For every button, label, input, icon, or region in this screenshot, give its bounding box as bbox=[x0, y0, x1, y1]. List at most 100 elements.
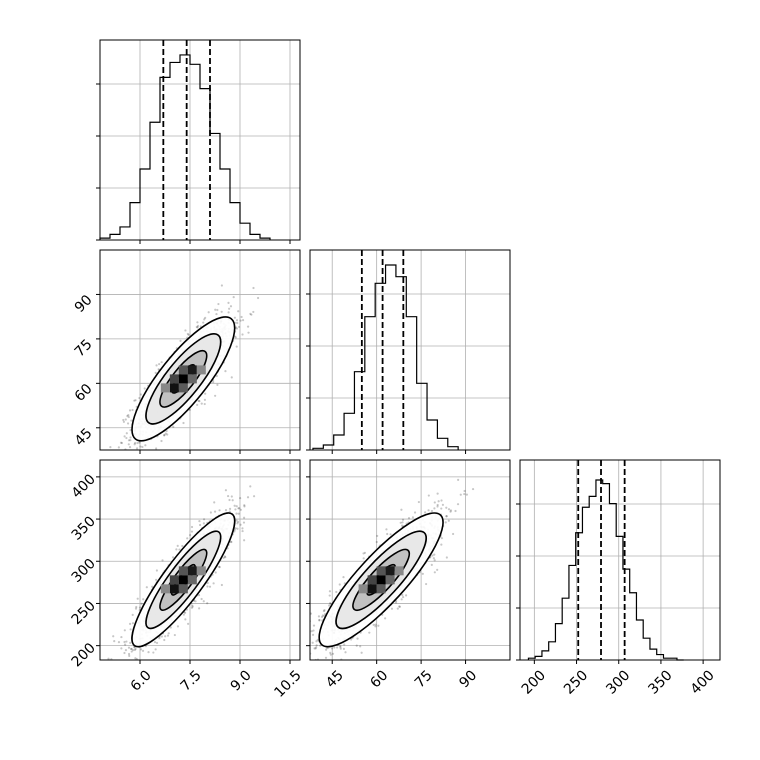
sample-point bbox=[239, 319, 242, 322]
sample-point bbox=[151, 585, 154, 588]
sample-point bbox=[235, 505, 238, 508]
sample-point bbox=[173, 633, 176, 637]
sample-point bbox=[133, 443, 136, 446]
sample-point bbox=[359, 645, 362, 648]
sample-point bbox=[355, 644, 358, 647]
density-cell bbox=[196, 365, 206, 375]
sample-point bbox=[323, 660, 325, 662]
sample-point bbox=[164, 432, 167, 435]
sample-point bbox=[430, 563, 433, 566]
sample-point bbox=[123, 640, 126, 644]
sample-point bbox=[196, 403, 199, 406]
sample-point bbox=[187, 333, 190, 336]
density-cell bbox=[178, 566, 188, 576]
density-cell bbox=[187, 575, 197, 585]
sample-point bbox=[445, 514, 448, 518]
sample-point bbox=[107, 657, 110, 660]
sample-point bbox=[237, 512, 240, 515]
sample-point bbox=[328, 594, 331, 597]
sample-point bbox=[449, 509, 453, 512]
sample-point bbox=[239, 496, 242, 500]
sample-point bbox=[153, 641, 157, 644]
sample-point bbox=[129, 436, 132, 439]
sample-point bbox=[399, 521, 402, 524]
panel-frame bbox=[99, 459, 301, 661]
x-tick-label: 75 bbox=[412, 667, 436, 691]
sample-point bbox=[252, 495, 256, 498]
x-tick-label: 250 bbox=[561, 667, 591, 697]
sample-point bbox=[203, 398, 207, 401]
sample-point bbox=[184, 618, 187, 621]
density-cell bbox=[187, 566, 197, 576]
sample-point bbox=[252, 310, 255, 314]
sample-point bbox=[125, 640, 128, 643]
sample-point bbox=[315, 646, 318, 649]
sample-point bbox=[417, 500, 420, 504]
sample-point bbox=[206, 585, 209, 588]
density-cell bbox=[376, 566, 386, 576]
sample-point bbox=[155, 569, 158, 572]
sample-point bbox=[127, 646, 131, 649]
sample-point bbox=[122, 420, 126, 423]
sample-point bbox=[190, 606, 193, 609]
sample-point bbox=[311, 633, 315, 636]
sample-point bbox=[228, 307, 231, 310]
sample-point bbox=[212, 582, 215, 585]
sample-point bbox=[318, 618, 321, 622]
panel-frame bbox=[309, 249, 511, 451]
sample-point bbox=[437, 500, 440, 503]
sample-point bbox=[218, 565, 221, 568]
sample-point bbox=[120, 667, 122, 669]
sample-point bbox=[186, 537, 189, 540]
density-cell bbox=[178, 383, 188, 393]
sample-point bbox=[138, 606, 142, 609]
sample-point bbox=[195, 325, 198, 329]
sample-point bbox=[134, 657, 137, 660]
sample-point bbox=[127, 413, 130, 417]
density-cell bbox=[169, 575, 179, 585]
sample-point bbox=[246, 496, 250, 499]
sample-point bbox=[250, 313, 253, 316]
sample-point bbox=[113, 639, 116, 643]
sample-point bbox=[141, 649, 145, 652]
x-tick-label: 200 bbox=[519, 667, 549, 697]
sample-point bbox=[452, 532, 455, 536]
sample-point bbox=[228, 498, 231, 502]
sample-point bbox=[246, 325, 250, 328]
sample-point bbox=[396, 607, 399, 610]
sample-point bbox=[213, 510, 217, 513]
sample-point bbox=[405, 594, 408, 597]
sample-point bbox=[191, 605, 194, 608]
sample-point bbox=[349, 638, 353, 641]
sample-point bbox=[220, 310, 223, 313]
sample-point bbox=[319, 644, 322, 647]
sample-point bbox=[130, 647, 133, 651]
density-cell bbox=[394, 566, 404, 576]
x-tick-label: 6.0 bbox=[128, 667, 155, 694]
sample-point bbox=[339, 647, 342, 650]
sample-point bbox=[160, 361, 163, 364]
sample-point bbox=[389, 533, 392, 536]
sample-point bbox=[165, 429, 168, 433]
sample-point bbox=[142, 598, 145, 601]
sample-point bbox=[384, 617, 387, 620]
sample-point bbox=[134, 647, 137, 651]
sample-point bbox=[237, 507, 240, 510]
sample-point bbox=[206, 581, 209, 585]
sample-point bbox=[214, 571, 217, 574]
sample-point bbox=[235, 519, 238, 522]
sample-point bbox=[104, 682, 106, 684]
sample-point bbox=[161, 559, 164, 562]
sample-point bbox=[122, 418, 125, 422]
sample-point bbox=[217, 302, 220, 306]
sample-point bbox=[234, 508, 237, 511]
sample-point bbox=[235, 345, 238, 348]
sample-point bbox=[136, 597, 139, 600]
sample-point bbox=[222, 556, 225, 560]
density-cell bbox=[160, 584, 170, 594]
sample-point bbox=[127, 678, 129, 680]
density-cell bbox=[160, 383, 170, 393]
y-tick-label: 75 bbox=[72, 336, 96, 360]
sample-point bbox=[398, 605, 401, 608]
histogram-step-p2 bbox=[312, 264, 459, 450]
